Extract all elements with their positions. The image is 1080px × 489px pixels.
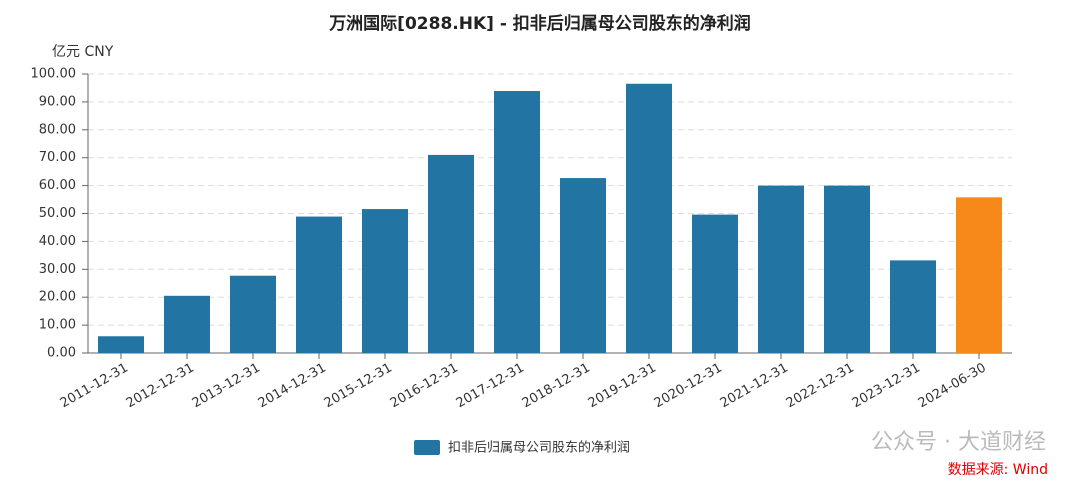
x-tick-label: 2021-12-31 [718,361,791,412]
x-tick-label: 2020-12-31 [652,361,725,412]
x-tick-label: 2019-12-31 [586,361,659,412]
bar [626,83,672,353]
bar [428,154,474,353]
bar [956,197,1002,353]
y-tick-label: 50.00 [39,206,76,221]
x-tick-label: 2012-12-31 [124,361,197,412]
source: 数据来源: Wind [948,462,1048,478]
bar [494,91,540,354]
y-tick-label: 70.00 [39,150,76,165]
y-tick-label: 80.00 [39,122,76,137]
bar [890,260,936,353]
bar [560,178,606,353]
y-tick-label: 20.00 [39,290,76,305]
bar [824,185,870,353]
x-tick-label: 2018-12-31 [520,361,593,412]
y-axis-label: 亿元 CNY [52,44,114,60]
legend-label: 扣非后归属母公司股东的净利润 [448,440,630,456]
y-tick-label: 60.00 [39,178,76,193]
y-tick-label: 90.00 [39,94,76,109]
bar [164,295,210,353]
bar [692,214,738,353]
bar [758,185,804,353]
x-tick-label: 2016-12-31 [388,361,461,412]
bar [296,216,342,353]
x-tick-label: 2023-12-31 [850,361,923,412]
bar [362,209,408,353]
y-tick-label: 30.00 [39,262,76,277]
watermark: 公众号 · 大道财经 [871,430,1046,455]
x-tick-label: 2017-12-31 [454,361,527,412]
y-tick-label: 10.00 [39,318,76,333]
legend-swatch [414,440,440,455]
x-tick-label: 2013-12-31 [190,361,263,412]
bar [98,336,144,353]
y-tick-label: 100.00 [31,67,77,82]
x-tick-label: 2014-12-31 [256,361,329,412]
x-tick-label: 2011-12-31 [58,361,131,412]
x-tick-label: 2015-12-31 [322,361,395,412]
bar [230,275,276,353]
x-tick-label: 2024-06-30 [916,361,989,412]
chart-title: 万洲国际[0288.HK] - 扣非后归属母公司股东的净利润 [328,13,751,34]
y-tick-label: 40.00 [39,234,76,249]
x-tick-label: 2022-12-31 [784,361,857,412]
y-tick-label: 0.00 [47,346,76,361]
